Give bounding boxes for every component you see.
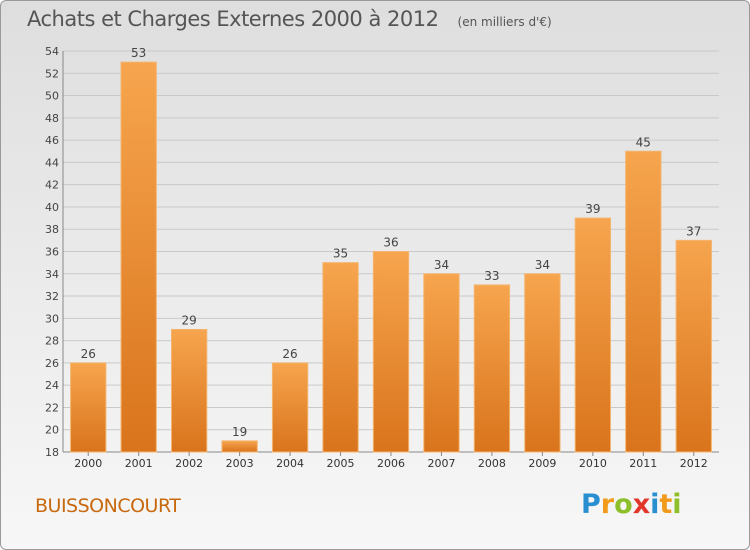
x-tick-label: 2004 xyxy=(276,457,304,470)
value-label: 34 xyxy=(434,258,449,272)
value-label: 26 xyxy=(282,347,297,361)
chart-title: Achats et Charges Externes 2000 à 2012 xyxy=(27,7,439,31)
bar-2011 xyxy=(625,150,662,453)
chart-subtitle: (en milliers d'€) xyxy=(457,15,552,29)
x-tick-label: 2007 xyxy=(427,457,455,470)
proxiti-logo: Proxiti xyxy=(581,489,682,520)
bar-2003 xyxy=(221,440,258,453)
x-tick-label: 2012 xyxy=(680,457,708,470)
y-tick-label: 20 xyxy=(45,424,59,437)
logo-letter: i xyxy=(650,489,660,520)
y-tick-label: 26 xyxy=(45,357,59,370)
logo-letter: t xyxy=(659,489,673,520)
logo-letter: i xyxy=(672,489,682,520)
bar-2001 xyxy=(120,61,157,453)
y-tick-label: 50 xyxy=(45,90,59,103)
title-row: Achats et Charges Externes 2000 à 2012 (… xyxy=(27,7,552,31)
x-tick-label: 2009 xyxy=(528,457,556,470)
bar-2004 xyxy=(271,362,309,453)
value-label: 45 xyxy=(636,135,651,149)
value-label: 53 xyxy=(131,46,146,60)
y-tick-label: 18 xyxy=(45,446,59,459)
y-tick-label: 44 xyxy=(45,156,59,169)
x-tick-label: 2003 xyxy=(226,457,254,470)
x-tick-label: 2006 xyxy=(377,457,405,470)
value-labels: 26 53 29 19 26 35 36 34 33 34 39 45 37 xyxy=(81,46,702,439)
bar-2005 xyxy=(322,262,359,453)
y-tick-label: 54 xyxy=(45,45,59,58)
value-label: 35 xyxy=(333,247,348,261)
y-tick-labels: 18 20 22 24 26 28 30 32 34 36 38 40 42 44 46 48 50 52 54 xyxy=(45,45,59,459)
x-tick-labels: 2000 2001 2002 2003 2004 2005 2006 2007 2008 2009… xyxy=(74,452,708,470)
value-label: 19 xyxy=(232,425,247,439)
bar-2000 xyxy=(70,362,107,453)
y-tick-label: 36 xyxy=(45,246,59,259)
x-tick-label: 2011 xyxy=(629,457,657,470)
y-tick-label: 24 xyxy=(45,379,59,392)
y-tick-label: 52 xyxy=(45,67,59,80)
bar-2007 xyxy=(423,273,460,453)
value-label: 34 xyxy=(535,258,550,272)
y-tick-label: 28 xyxy=(45,335,59,348)
y-tick-label: 34 xyxy=(45,268,59,281)
value-label: 39 xyxy=(585,202,600,216)
bars xyxy=(70,61,712,453)
y-tick-label: 22 xyxy=(45,401,59,414)
x-tick-label: 2000 xyxy=(74,457,102,470)
logo-letter: x xyxy=(632,489,651,520)
value-label: 26 xyxy=(81,347,96,361)
logo-letter: r xyxy=(600,489,615,520)
bar-2012 xyxy=(675,239,712,453)
x-tick-label: 2010 xyxy=(579,457,607,470)
y-tick-label: 42 xyxy=(45,179,59,192)
y-tick-label: 30 xyxy=(45,312,59,325)
x-tick-label: 2002 xyxy=(175,457,203,470)
value-label: 29 xyxy=(182,313,197,327)
x-tick-label: 2005 xyxy=(327,457,355,470)
y-tick-label: 32 xyxy=(45,290,59,303)
bar-2010 xyxy=(574,217,612,453)
y-tick-label: 48 xyxy=(45,112,59,125)
y-tick-label: 40 xyxy=(45,201,59,214)
logo-letter: P xyxy=(581,489,601,520)
value-label: 33 xyxy=(484,269,499,283)
y-tick-label: 46 xyxy=(45,134,59,147)
bar-2008 xyxy=(473,284,511,453)
y-tick-label: 38 xyxy=(45,223,59,236)
logo-letter: o xyxy=(614,489,633,520)
bar-2009 xyxy=(524,273,561,453)
commune-name: BUISSONCOURT xyxy=(35,495,181,517)
x-tick-label: 2001 xyxy=(125,457,153,470)
x-tick-label: 2008 xyxy=(478,457,506,470)
value-label: 36 xyxy=(383,236,398,250)
bar-2002 xyxy=(170,328,208,453)
value-label: 37 xyxy=(686,224,701,238)
bar-2006 xyxy=(372,251,410,453)
